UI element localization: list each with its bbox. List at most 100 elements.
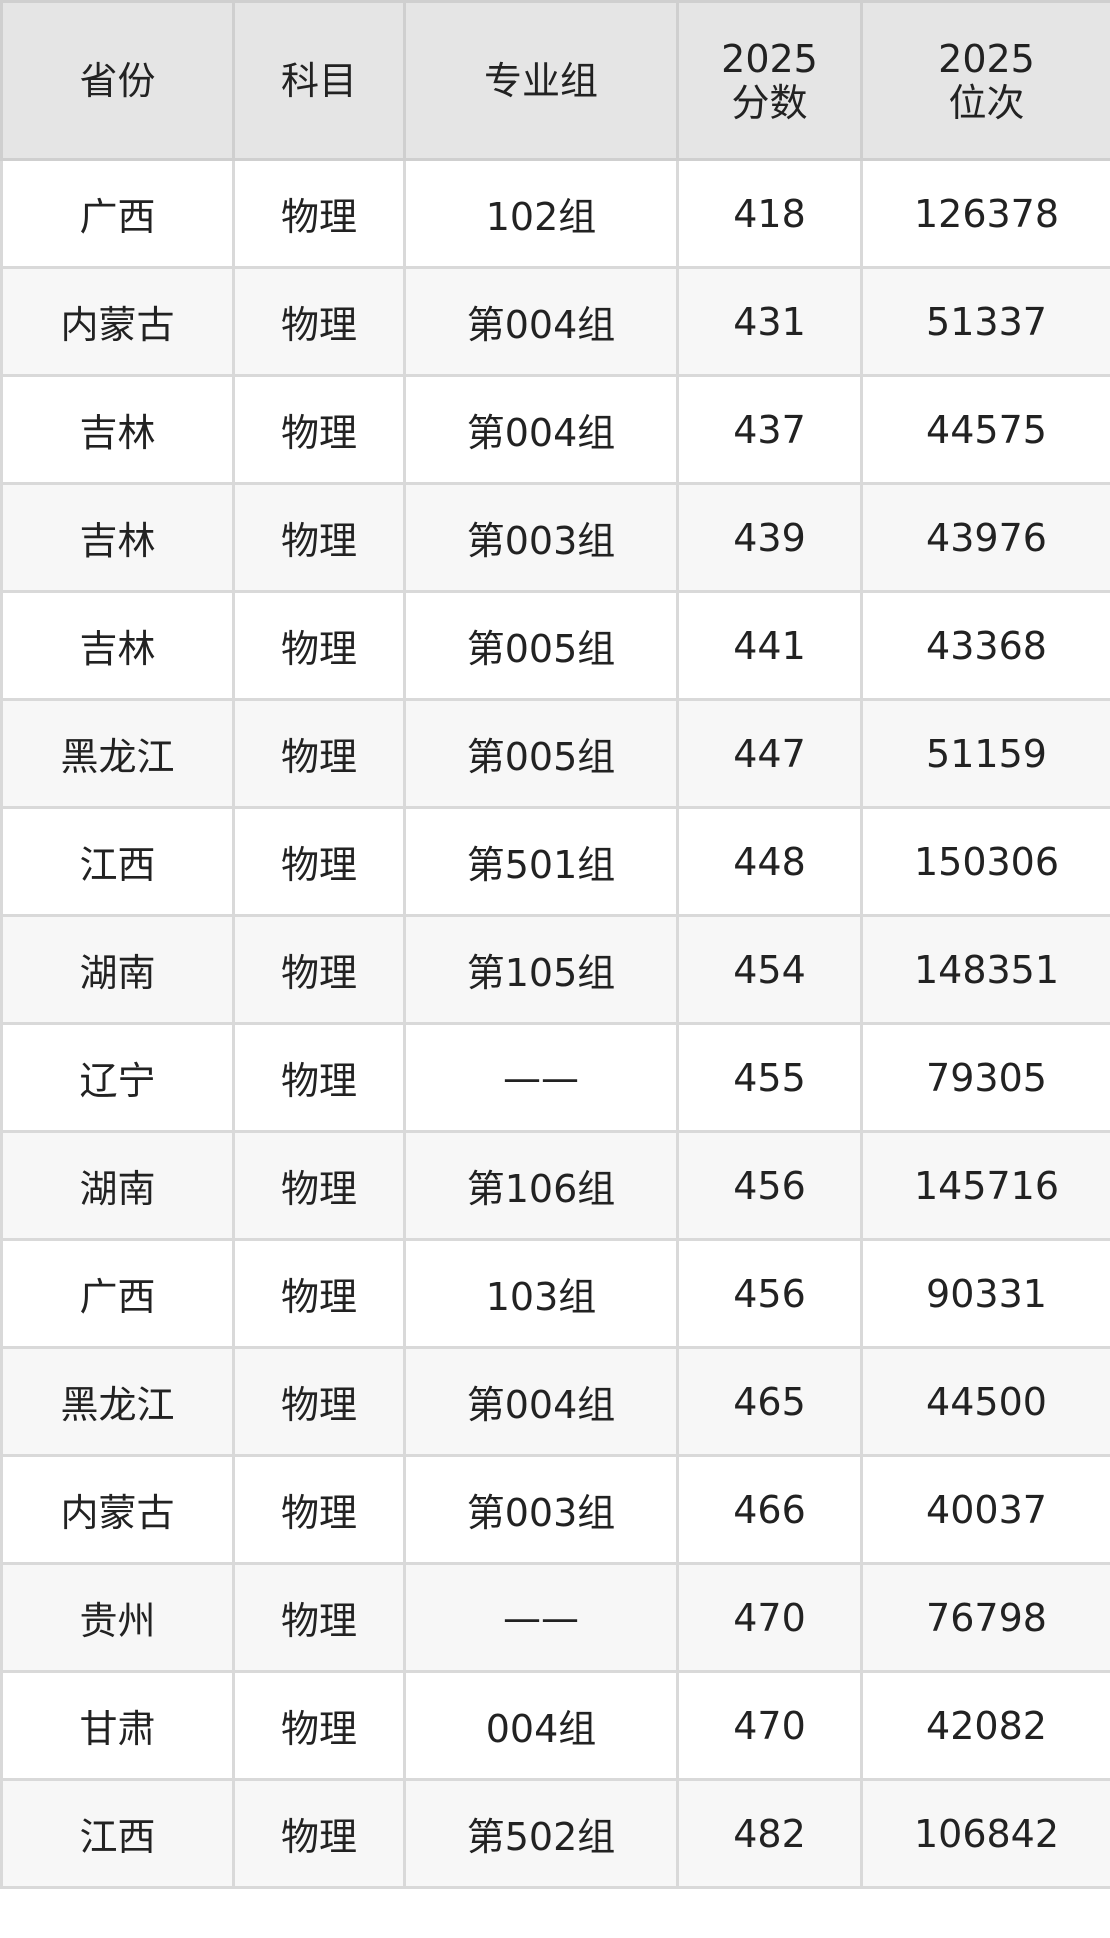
cell-rank-2025: 145716 xyxy=(860,1130,1110,1241)
cell-province: 湖南 xyxy=(0,1130,235,1241)
header-label: 2025 xyxy=(721,36,818,81)
cell-score-2025: 465 xyxy=(676,1346,863,1457)
cell-score-2025: 456 xyxy=(676,1238,863,1349)
cell-major-group: 102组 xyxy=(403,158,679,269)
table-body: 广西 物理 102组 418 126378 内蒙古 物理 第004组 431 51337 吉林 物理第… xyxy=(0,158,1110,1889)
cell-rank-2025: 79305 xyxy=(860,1022,1110,1133)
score-table: 省份 科目 专业组 2025 分数 2025 位次 广西 物理 102组 418 126378 内蒙古… xyxy=(0,0,1110,1889)
cell-province: 黑龙江 xyxy=(0,1346,235,1457)
cell-rank-2025: 90331 xyxy=(860,1238,1110,1349)
header-province: 省份 xyxy=(0,0,235,161)
cell-major-group: 第502组 xyxy=(403,1778,679,1889)
cell-major-group: 第004组 xyxy=(403,266,679,377)
cell-subject: 物理 xyxy=(232,1454,406,1565)
cell-subject: 物理 xyxy=(232,1238,406,1349)
cell-major-group: —— xyxy=(403,1562,679,1673)
cell-subject: 物理 xyxy=(232,1346,406,1457)
cell-province: 黑龙江 xyxy=(0,698,235,809)
table-header-row: 省份 科目 专业组 2025 分数 2025 位次 xyxy=(0,0,1110,161)
cell-score-2025: 441 xyxy=(676,590,863,701)
header-label: 专业组 xyxy=(483,58,598,103)
cell-subject: 物理 xyxy=(232,1022,406,1133)
header-score-2025: 2025 分数 xyxy=(676,0,863,161)
cell-subject: 物理 xyxy=(232,374,406,485)
cell-major-group: 第106组 xyxy=(403,1130,679,1241)
cell-rank-2025: 76798 xyxy=(860,1562,1110,1673)
cell-rank-2025: 44575 xyxy=(860,374,1110,485)
cell-subject: 物理 xyxy=(232,158,406,269)
cell-subject: 物理 xyxy=(232,590,406,701)
table-row: 辽宁 物理 —— 455 79305 xyxy=(0,1022,1110,1133)
cell-province: 辽宁 xyxy=(0,1022,235,1133)
cell-rank-2025: 43368 xyxy=(860,590,1110,701)
cell-score-2025: 431 xyxy=(676,266,863,377)
cell-rank-2025: 51159 xyxy=(860,698,1110,809)
table-row: 贵州 物理 —— 470 76798 xyxy=(0,1562,1110,1673)
cell-rank-2025: 44500 xyxy=(860,1346,1110,1457)
header-major-group: 专业组 xyxy=(403,0,679,161)
header-label: 省份 xyxy=(79,58,156,103)
cell-rank-2025: 42082 xyxy=(860,1670,1110,1781)
table-row: 江西 物理 第502组 482 106842 xyxy=(0,1778,1110,1889)
cell-score-2025: 418 xyxy=(676,158,863,269)
cell-subject: 物理 xyxy=(232,1778,406,1889)
table-row: 内蒙古 物理 第003组 466 40037 xyxy=(0,1454,1110,1565)
cell-score-2025: 447 xyxy=(676,698,863,809)
cell-score-2025: 466 xyxy=(676,1454,863,1565)
header-label: 科目 xyxy=(280,58,357,103)
cell-score-2025: 454 xyxy=(676,914,863,1025)
cell-score-2025: 455 xyxy=(676,1022,863,1133)
cell-rank-2025: 150306 xyxy=(860,806,1110,917)
cell-rank-2025: 43976 xyxy=(860,482,1110,593)
cell-province: 吉林 xyxy=(0,482,235,593)
cell-subject: 物理 xyxy=(232,482,406,593)
cell-score-2025: 439 xyxy=(676,482,863,593)
cell-major-group: 第004组 xyxy=(403,1346,679,1457)
table-row: 黑龙江 物理 第005组 447 51159 xyxy=(0,698,1110,809)
header-subject: 科目 xyxy=(232,0,406,161)
cell-province: 贵州 xyxy=(0,1562,235,1673)
cell-province: 内蒙古 xyxy=(0,266,235,377)
cell-province: 吉林 xyxy=(0,374,235,485)
cell-major-group: 第003组 xyxy=(403,482,679,593)
table-row: 内蒙古 物理 第004组 431 51337 xyxy=(0,266,1110,377)
table-row: 甘肃 物理 004组 470 42082 xyxy=(0,1670,1110,1781)
cell-score-2025: 448 xyxy=(676,806,863,917)
cell-rank-2025: 40037 xyxy=(860,1454,1110,1565)
table-row: 湖南 物理 第105组 454 148351 xyxy=(0,914,1110,1025)
table-row: 吉林 物理 第005组 441 43368 xyxy=(0,590,1110,701)
cell-score-2025: 456 xyxy=(676,1130,863,1241)
cell-major-group: 103组 xyxy=(403,1238,679,1349)
cell-major-group: 第004组 xyxy=(403,374,679,485)
cell-province: 广西 xyxy=(0,1238,235,1349)
header-label: 分数 xyxy=(731,80,808,125)
cell-province: 内蒙古 xyxy=(0,1454,235,1565)
header-label: 2025 xyxy=(938,36,1035,81)
cell-province: 江西 xyxy=(0,1778,235,1889)
header-label: 位次 xyxy=(948,80,1025,125)
cell-score-2025: 470 xyxy=(676,1562,863,1673)
cell-major-group: 第105组 xyxy=(403,914,679,1025)
cell-major-group: 第501组 xyxy=(403,806,679,917)
cell-rank-2025: 51337 xyxy=(860,266,1110,377)
header-rank-2025: 2025 位次 xyxy=(860,0,1110,161)
table-row: 广西 物理 102组 418 126378 xyxy=(0,158,1110,269)
cell-province: 江西 xyxy=(0,806,235,917)
cell-major-group: 第005组 xyxy=(403,590,679,701)
table-row: 吉林 物理 第003组 439 43976 xyxy=(0,482,1110,593)
cell-major-group: 第005组 xyxy=(403,698,679,809)
cell-subject: 物理 xyxy=(232,1130,406,1241)
cell-province: 甘肃 xyxy=(0,1670,235,1781)
cell-rank-2025: 148351 xyxy=(860,914,1110,1025)
cell-province: 广西 xyxy=(0,158,235,269)
cell-major-group: 第003组 xyxy=(403,1454,679,1565)
cell-subject: 物理 xyxy=(232,1562,406,1673)
cell-major-group: —— xyxy=(403,1022,679,1133)
cell-score-2025: 470 xyxy=(676,1670,863,1781)
cell-score-2025: 482 xyxy=(676,1778,863,1889)
cell-score-2025: 437 xyxy=(676,374,863,485)
cell-subject: 物理 xyxy=(232,914,406,1025)
cell-province: 湖南 xyxy=(0,914,235,1025)
table-row: 吉林 物理 第004组 437 44575 xyxy=(0,374,1110,485)
cell-rank-2025: 126378 xyxy=(860,158,1110,269)
